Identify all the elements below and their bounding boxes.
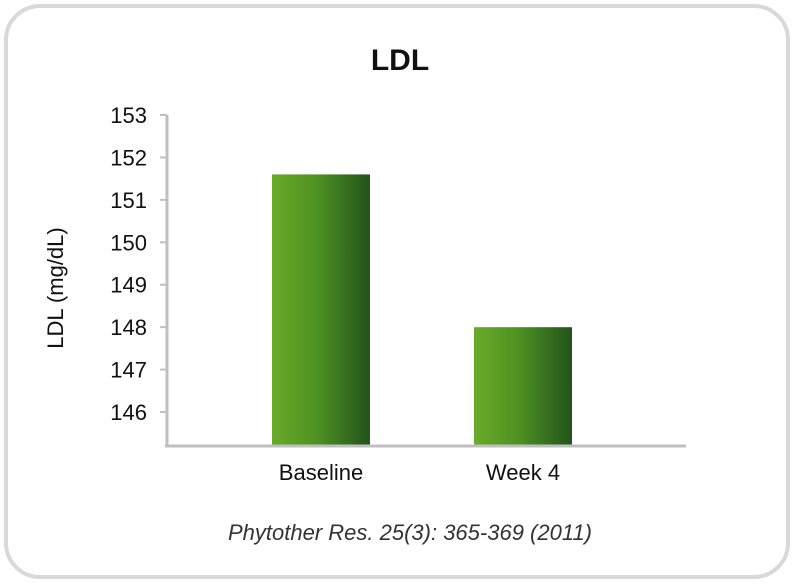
y-ticks-group: 146 147 148 149 150 151 152 153 — [110, 103, 167, 425]
y-tick-label: 147 — [110, 358, 147, 383]
y-tick-label: 151 — [110, 188, 147, 213]
y-tick-label: 146 — [110, 400, 147, 425]
chart-title: LDL — [370, 44, 430, 77]
y-tick-label: 149 — [110, 273, 147, 298]
x-tick-label: Baseline — [279, 460, 363, 485]
bar-week-4 — [474, 327, 572, 446]
x-ticks-group: Baseline Week 4 — [279, 460, 560, 485]
bar-baseline — [272, 174, 370, 446]
y-tick-label: 150 — [110, 230, 147, 255]
y-tick-label: 152 — [110, 145, 147, 170]
chart-card — [4, 4, 790, 579]
citation-text: Phytother Res. 25(3): 365-369 (2011) — [227, 520, 593, 545]
bars-group — [272, 174, 572, 446]
y-tick-label: 148 — [110, 315, 147, 340]
x-tick-label: Week 4 — [486, 460, 560, 485]
y-tick-label: 153 — [110, 103, 147, 128]
